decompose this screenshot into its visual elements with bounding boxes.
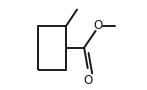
Text: O: O xyxy=(83,74,92,87)
Text: O: O xyxy=(94,19,103,32)
